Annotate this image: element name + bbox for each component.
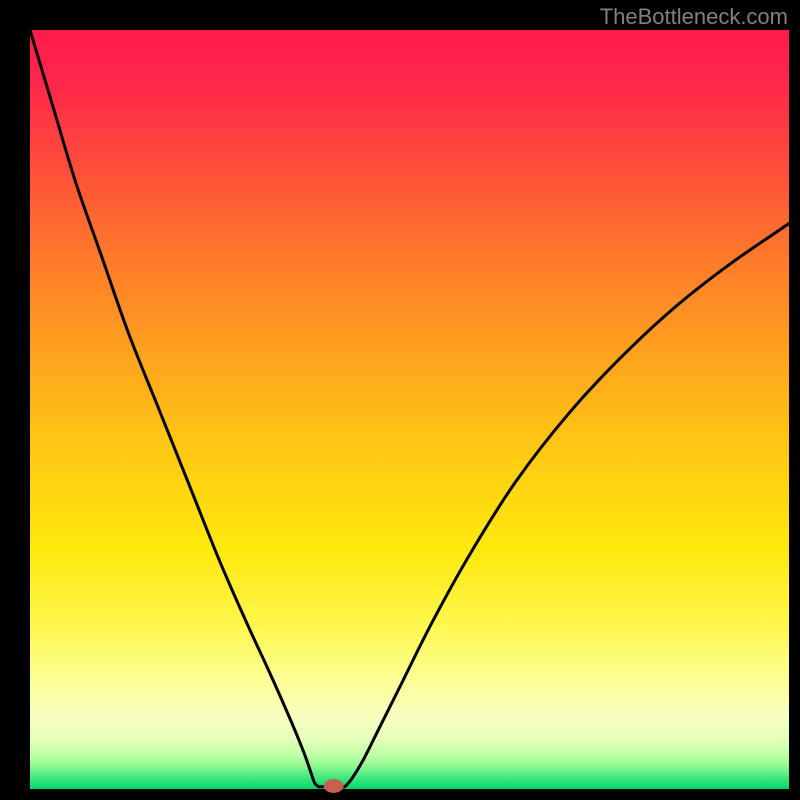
bottleneck-chart	[0, 0, 800, 800]
optimal-marker	[324, 779, 344, 793]
plot-background	[30, 30, 789, 789]
chart-container: TheBottleneck.com	[0, 0, 800, 800]
watermark-text: TheBottleneck.com	[600, 4, 788, 30]
